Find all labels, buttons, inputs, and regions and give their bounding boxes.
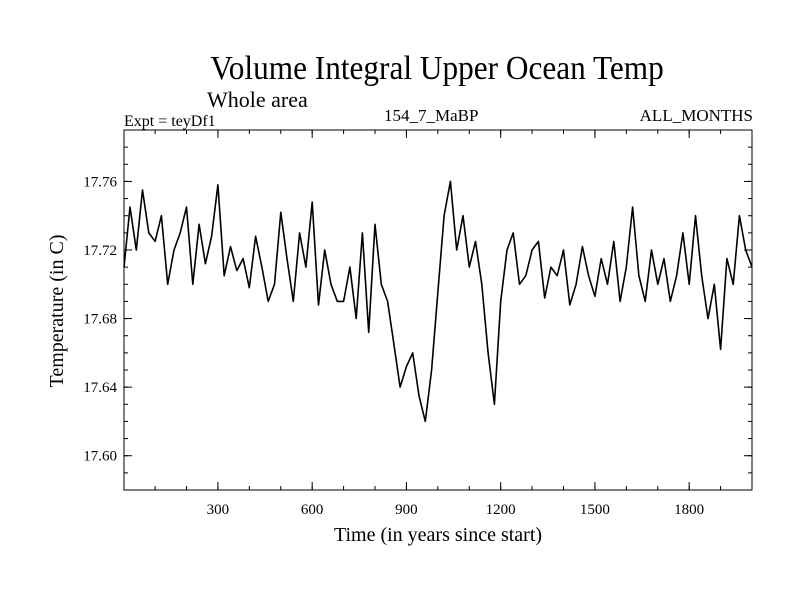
- x-tick-label: 900: [395, 502, 418, 518]
- y-axis-title: Temperature (in C): [46, 235, 68, 388]
- axis-ticks: 300 600 900 1200 1500 1800 17.60 17.64 17.68 17.7…: [83, 129, 752, 518]
- x-tick-label: 1200: [486, 502, 516, 518]
- experiment-label: Expt = teyDf1: [124, 113, 216, 130]
- chart-subtitle: Whole area: [207, 87, 308, 112]
- plot-frame: [123, 129, 753, 491]
- months-label: ALL_MONTHS: [639, 106, 753, 125]
- y-tick-label: 17.64: [83, 380, 117, 396]
- x-tick-label: 600: [301, 502, 324, 518]
- y-tick-label: 17.68: [83, 312, 117, 328]
- series-layer: [123, 180, 753, 423]
- y-tick-label: 17.60: [83, 449, 117, 465]
- x-axis-title: Time (in years since start): [334, 524, 542, 546]
- run-label: 154_7_MaBP: [384, 106, 479, 125]
- x-tick-label: 1800: [674, 502, 704, 518]
- x-tick-label: 300: [207, 502, 230, 518]
- x-tick-label: 1500: [580, 502, 610, 518]
- chart-title: Volume Integral Upper Ocean Temp: [210, 50, 664, 87]
- y-tick-label: 17.72: [83, 243, 117, 259]
- y-tick-label: 17.76: [83, 174, 117, 190]
- temperature-series-line: [123, 180, 753, 423]
